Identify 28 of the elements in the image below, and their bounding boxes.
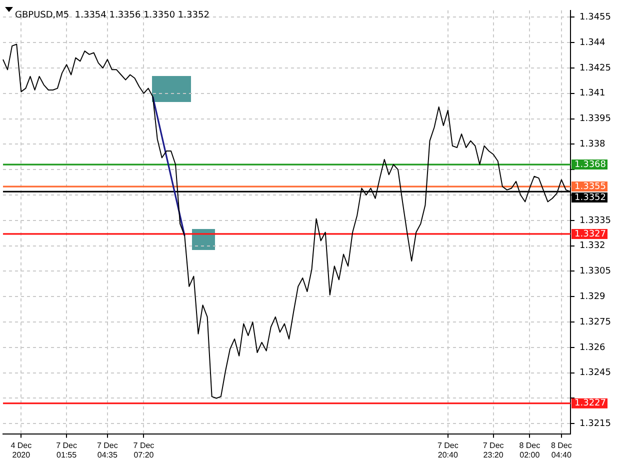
y-tick-label: 1.329: [580, 292, 606, 302]
ref-line-label: 1.3355: [574, 182, 606, 192]
y-tick-label: 1.332: [580, 241, 606, 252]
x-tick-label: 4 Dec 2020: [10, 440, 32, 460]
y-tick-label: 1.3395: [580, 114, 612, 124]
x-tick-label: 7 Dec 01:55: [56, 440, 78, 460]
y-tick-label: 1.3455: [580, 12, 612, 23]
y-tick-label: 1.3305: [580, 266, 612, 277]
x-tick-label: 8 Dec 04:40: [550, 440, 572, 460]
ref-line-label: 1.3368: [574, 160, 606, 170]
ref-line-label: 1.3227: [574, 398, 606, 409]
y-tick-label: 1.3335: [580, 216, 612, 226]
ref-line-label: 1.3327: [574, 229, 606, 240]
ref-line-label: 1.3352: [574, 192, 606, 203]
y-tick-label: 1.3425: [580, 63, 612, 74]
y-tick-label: 1.338: [580, 140, 606, 150]
y-tick-label: 1.344: [580, 38, 606, 48]
x-tick-label: 7 Dec 20:40: [437, 440, 458, 460]
x-tick-label: 8 Dec 02:00: [519, 440, 540, 460]
x-tick-label: 7 Dec 23:20: [482, 440, 504, 460]
x-tick-label: 7 Dec 07:20: [133, 440, 154, 460]
chart-title: GBPUSD,M5 1.3354 1.3356 1.3350 1.3352: [15, 10, 210, 21]
x-tick-label: 7 Dec 04:35: [96, 440, 118, 460]
y-tick-label: 1.3215: [580, 418, 612, 429]
y-tick-label: 1.3275: [580, 317, 612, 328]
y-tick-label: 1.326: [580, 342, 606, 353]
y-tick-label: 1.341: [580, 88, 606, 99]
y-tick-label: 1.3245: [580, 368, 612, 378]
